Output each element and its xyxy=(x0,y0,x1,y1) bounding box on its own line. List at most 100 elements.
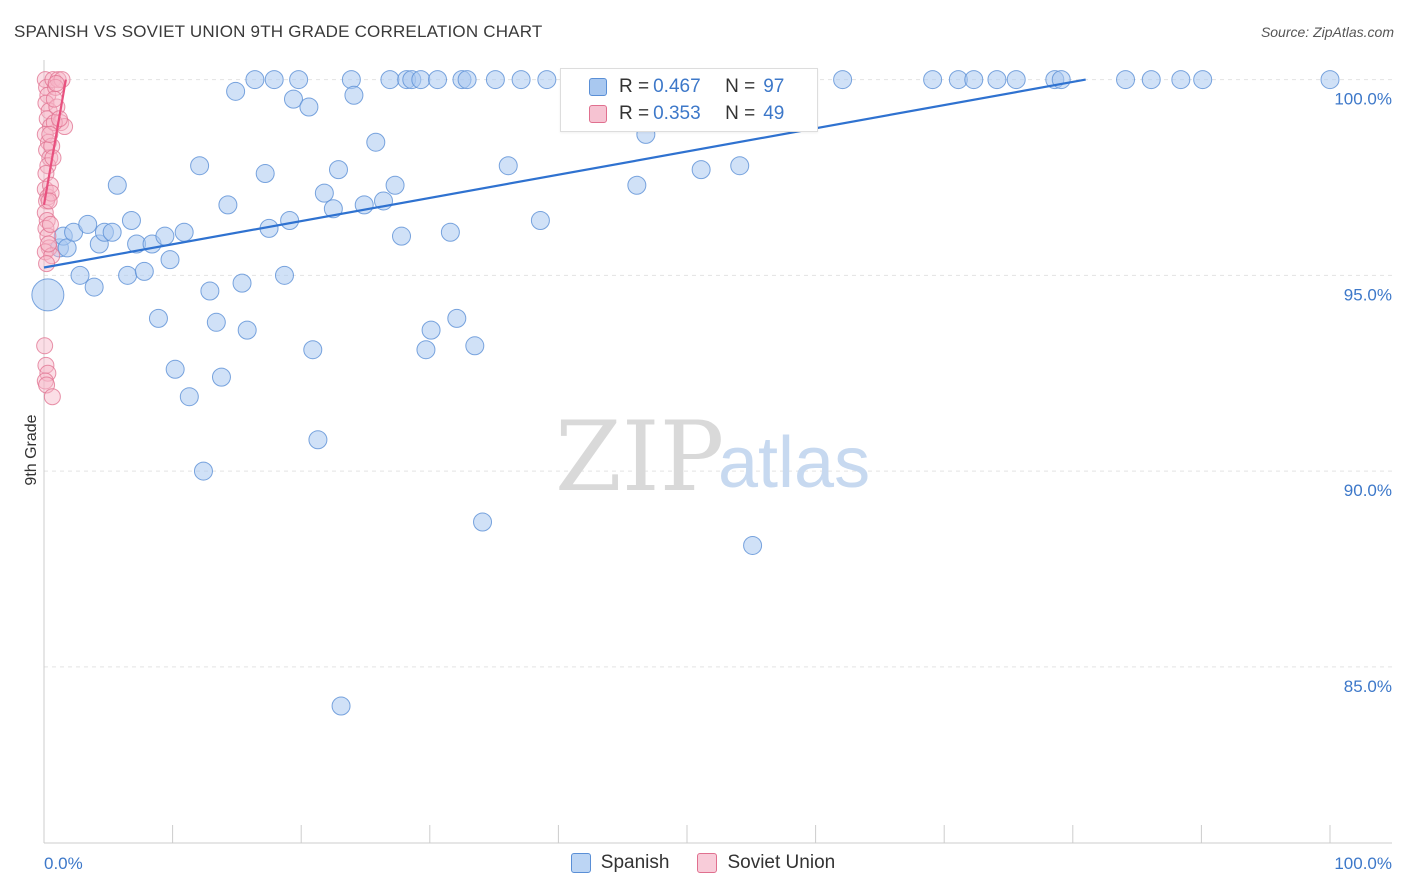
spanish-point xyxy=(428,70,448,90)
spanish-point xyxy=(308,430,328,450)
legend-r-value: 0.467 xyxy=(653,76,701,97)
spanish-point xyxy=(1006,70,1026,90)
spanish-point xyxy=(283,89,303,109)
spanish-point xyxy=(31,278,65,312)
spanish-point xyxy=(299,97,319,117)
tick-labels: 100.0% 95.0% 90.0% 85.0% 0.0% 100.0% xyxy=(44,90,1392,873)
soviet-point xyxy=(40,192,58,210)
spanish-point xyxy=(84,277,104,297)
y-tick-label: 90.0% xyxy=(1344,481,1392,500)
spanish-point xyxy=(328,160,348,180)
spanish-point xyxy=(218,195,238,215)
spanish-point xyxy=(179,387,199,407)
soviet-point xyxy=(47,74,65,92)
spanish-point xyxy=(211,367,231,387)
spanish-point xyxy=(190,156,210,176)
spanish-point xyxy=(743,535,763,555)
spanish-point xyxy=(121,211,141,231)
spanish-point xyxy=(70,265,90,285)
legend-row-spanish: R = 0.467 N = 97 xyxy=(561,74,784,100)
soviet-swatch xyxy=(589,105,607,123)
soviet-trend-line xyxy=(42,79,67,206)
spanish-legend-label: Spanish xyxy=(600,852,670,873)
spanish-point xyxy=(833,70,853,90)
spanish-point xyxy=(440,222,460,242)
legend-n-value: 97 xyxy=(763,76,785,97)
spanish-point xyxy=(314,183,334,203)
series-legend: Spanish Soviet Union xyxy=(0,852,1406,874)
legend-n-label: N = xyxy=(725,103,756,124)
spanish-point xyxy=(174,222,194,242)
stats-legend: R = 0.467 N = 97 R = 0.353 N = 49 xyxy=(560,68,818,132)
spanish-point xyxy=(323,199,343,219)
spanish-point xyxy=(1141,70,1161,90)
watermark-atlas: atlas xyxy=(718,423,870,503)
spanish-point xyxy=(380,70,400,90)
legend-row-soviet: R = 0.353 N = 49 xyxy=(561,101,784,127)
legend-n-value: 49 xyxy=(763,103,785,124)
spanish-point xyxy=(264,70,284,90)
spanish-legend-swatch xyxy=(570,853,591,873)
soviet-point xyxy=(41,215,59,233)
series-spanish-points xyxy=(31,70,1340,716)
spanish-point xyxy=(1320,70,1340,90)
spanish-point xyxy=(964,70,984,90)
spanish-point xyxy=(78,214,98,234)
spanish-point xyxy=(134,261,154,281)
spanish-point xyxy=(118,265,138,285)
spanish-point xyxy=(1116,70,1136,90)
spanish-swatch xyxy=(589,78,607,96)
axes xyxy=(43,60,1392,844)
soviet-point xyxy=(45,90,63,108)
spanish-point xyxy=(691,160,711,180)
spanish-point xyxy=(148,308,168,328)
spanish-point xyxy=(416,340,436,360)
spanish-point xyxy=(102,222,122,242)
soviet-point xyxy=(40,235,58,253)
spanish-point xyxy=(473,512,493,532)
spanish-point xyxy=(200,281,220,301)
spanish-point xyxy=(987,70,1007,90)
soviet-point xyxy=(38,255,56,273)
spanish-point xyxy=(366,132,386,152)
spanish-point xyxy=(193,461,213,481)
spanish-point xyxy=(331,696,351,716)
spanish-point xyxy=(511,70,531,90)
spanish-point xyxy=(237,320,257,340)
spanish-point xyxy=(245,70,265,90)
grid-lines xyxy=(44,79,1392,668)
legend-r-label: R = xyxy=(619,103,650,124)
x-tick-label: 100.0% xyxy=(1334,854,1392,873)
legend-item-spanish[interactable]: Spanish xyxy=(570,852,670,874)
spanish-point xyxy=(923,70,943,90)
watermark-zip: ZIP xyxy=(555,401,724,513)
spanish-point xyxy=(385,175,405,195)
soviet-legend-swatch xyxy=(697,853,718,873)
spanish-point xyxy=(341,70,361,90)
legend-n-label: N = xyxy=(725,76,756,97)
spanish-point xyxy=(155,226,175,246)
trend-lines xyxy=(42,78,1086,269)
chart-title: SPANISH VS SOVIET UNION 9TH GRADE CORREL… xyxy=(14,22,543,41)
spanish-point xyxy=(627,175,647,195)
spanish-point xyxy=(274,265,294,285)
spanish-point xyxy=(421,320,441,340)
soviet-point xyxy=(43,388,61,406)
x-tick-label: 0.0% xyxy=(44,854,83,873)
watermark: ZIP atlas xyxy=(555,401,870,513)
spanish-trend-line xyxy=(43,78,1086,269)
spanish-point xyxy=(498,156,518,176)
spanish-point xyxy=(303,340,323,360)
spanish-point xyxy=(289,70,309,90)
spanish-point xyxy=(232,273,252,293)
spanish-point xyxy=(537,70,557,90)
spanish-point xyxy=(206,312,226,332)
spanish-point xyxy=(255,164,275,184)
soviet-point xyxy=(41,125,59,143)
spanish-point xyxy=(530,211,550,231)
legend-r-value: 0.353 xyxy=(653,103,701,124)
legend-r-label: R = xyxy=(619,76,650,97)
legend-item-soviet[interactable]: Soviet Union xyxy=(697,852,835,874)
y-tick-label: 85.0% xyxy=(1344,677,1392,696)
